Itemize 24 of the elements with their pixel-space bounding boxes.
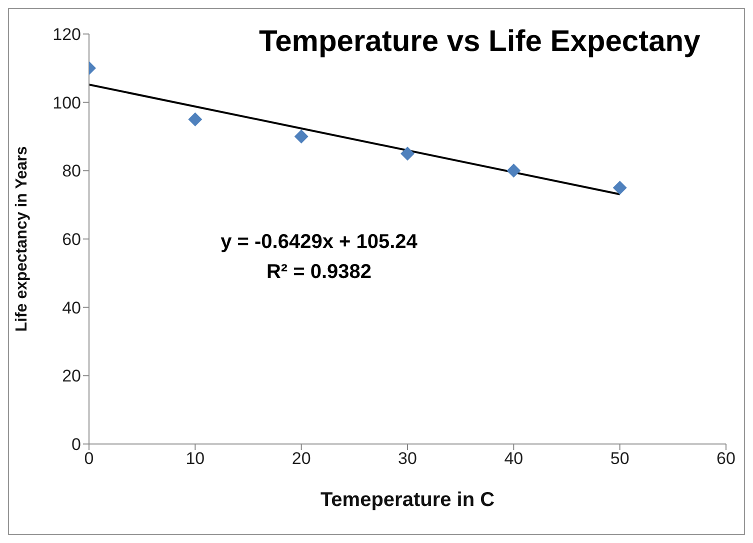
y-tick-label: 40 <box>62 298 81 318</box>
y-tick-label: 60 <box>62 230 81 250</box>
x-tick-label: 10 <box>186 449 205 468</box>
x-tick-label: 30 <box>398 449 417 468</box>
point <box>506 164 521 178</box>
y-tick-label: 0 <box>72 435 81 454</box>
chart-title: Temperature vs Life Expectany <box>259 25 700 59</box>
point <box>188 112 202 126</box>
annotation: R² = 0.9382 <box>265 260 373 285</box>
x-axis-title: Temeperature in C <box>320 489 495 511</box>
y-tick-label: 120 <box>52 25 81 44</box>
y-tick-label: 100 <box>52 93 81 112</box>
x-tick-label: 40 <box>504 449 524 468</box>
point <box>612 180 627 195</box>
y-tick-label: 80 <box>62 162 81 181</box>
x-tick-label: 20 <box>292 449 311 468</box>
y-axis-title: Life expectancy in Years <box>14 146 31 332</box>
x-tick-label: 50 <box>610 449 630 468</box>
point <box>400 146 414 161</box>
point <box>294 130 308 144</box>
annotation: y = -0.6429x + 105.24 <box>220 230 418 255</box>
y-tick-label: 20 <box>62 366 81 386</box>
x-tick-label: 0 <box>84 449 94 468</box>
x-tick-label: 60 <box>716 449 736 468</box>
